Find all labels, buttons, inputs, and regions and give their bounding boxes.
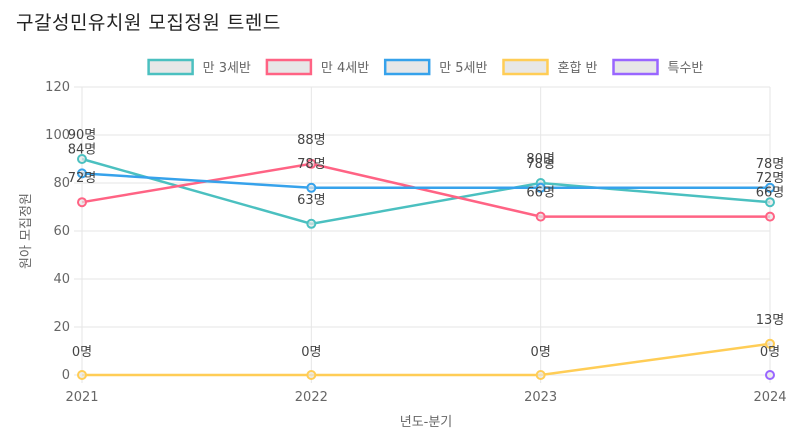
legend-swatch bbox=[502, 58, 549, 76]
legend-label: 혼합 반 bbox=[557, 61, 597, 76]
data-point bbox=[77, 197, 87, 208]
x-tick-label: 2022 bbox=[295, 390, 328, 405]
data-labels: 90명 63명 80명 72명 72명 88명 66명 66명 84명 78명 78명 78명 0명 0명… bbox=[68, 128, 785, 360]
data-point bbox=[306, 182, 317, 193]
data-label: 63명 bbox=[297, 193, 326, 208]
y-tick-label: 40 bbox=[53, 272, 70, 287]
data-label: 0명 bbox=[760, 345, 780, 360]
data-point bbox=[535, 370, 546, 380]
x-axis-title: 년도-분기 bbox=[400, 415, 453, 430]
legend-item[interactable]: 만 4세반 bbox=[265, 58, 369, 76]
y-tick-label: 0 bbox=[62, 368, 70, 383]
data-label: 90명 bbox=[68, 128, 97, 143]
series-path bbox=[81, 157, 771, 226]
data-point bbox=[306, 218, 317, 229]
grid-lines bbox=[74, 86, 771, 383]
series-path bbox=[82, 342, 771, 377]
data-point bbox=[535, 182, 546, 193]
series-line bbox=[77, 154, 775, 229]
legend[interactable]: 만 3세반 만 4세반 만 5세반 혼합 반 특수반 bbox=[147, 58, 704, 76]
y-axis-title: 원아 모집정원 bbox=[19, 193, 34, 269]
data-label: 78명 bbox=[526, 157, 555, 172]
x-tick-label: 2024 bbox=[753, 390, 786, 405]
data-label: 72명 bbox=[756, 171, 785, 186]
legend-label: 만 5세반 bbox=[439, 61, 487, 76]
legend-item[interactable]: 만 3세반 bbox=[147, 58, 251, 76]
chart-title: 구갈성민유치원 모집정원 트렌드 bbox=[16, 12, 281, 34]
legend-swatch bbox=[383, 58, 431, 76]
data-point bbox=[535, 211, 546, 222]
data-point bbox=[77, 168, 87, 179]
data-point bbox=[77, 370, 87, 380]
legend-swatch bbox=[265, 58, 313, 76]
data-point bbox=[306, 158, 317, 169]
x-tick-label: 2023 bbox=[524, 390, 557, 405]
x-tick-label: 2021 bbox=[65, 390, 98, 405]
x-axis-ticks: 2021 2022 2023 2024 bbox=[65, 390, 786, 405]
series-line bbox=[765, 370, 775, 380]
data-label: 78명 bbox=[756, 157, 785, 172]
y-tick-label: 100 bbox=[45, 128, 70, 143]
series-lines bbox=[77, 154, 775, 380]
data-label: 13명 bbox=[756, 313, 785, 328]
data-label: 80명 bbox=[526, 152, 555, 167]
data-label: 0명 bbox=[72, 345, 92, 360]
data-point bbox=[765, 197, 775, 208]
legend-swatch bbox=[147, 58, 194, 76]
y-tick-label: 80 bbox=[53, 176, 70, 191]
data-point bbox=[765, 370, 775, 380]
legend-swatch bbox=[612, 58, 659, 76]
legend-item[interactable]: 만 5세반 bbox=[383, 58, 488, 76]
legend-item[interactable]: 특수반 bbox=[612, 58, 704, 76]
data-label: 72명 bbox=[68, 171, 97, 186]
data-label: 84명 bbox=[68, 142, 97, 157]
y-tick-label: 20 bbox=[53, 320, 70, 335]
series-path bbox=[81, 172, 770, 190]
legend-label: 만 4세반 bbox=[321, 61, 369, 76]
data-label: 66명 bbox=[526, 186, 555, 201]
series-line bbox=[77, 168, 775, 193]
series-line bbox=[77, 158, 775, 222]
data-point bbox=[765, 338, 775, 349]
legend-item[interactable]: 혼합 반 bbox=[502, 58, 598, 76]
y-tick-label: 60 bbox=[53, 224, 70, 239]
data-point bbox=[77, 154, 87, 164]
data-label: 0명 bbox=[301, 345, 321, 360]
data-point bbox=[765, 182, 775, 193]
data-label: 78명 bbox=[297, 157, 326, 172]
legend-label: 만 3세반 bbox=[203, 61, 251, 76]
series-path bbox=[81, 162, 770, 218]
data-point bbox=[765, 211, 775, 222]
series-line bbox=[77, 338, 775, 380]
data-label: 0명 bbox=[531, 345, 551, 360]
y-tick-label: 120 bbox=[45, 80, 70, 95]
data-label: 88명 bbox=[297, 133, 326, 148]
legend-label: 특수반 bbox=[668, 61, 704, 76]
y-axis-ticks: 0 20 40 60 80 100 120 bbox=[45, 80, 70, 383]
data-point bbox=[306, 370, 317, 380]
data-label: 66명 bbox=[756, 186, 785, 201]
